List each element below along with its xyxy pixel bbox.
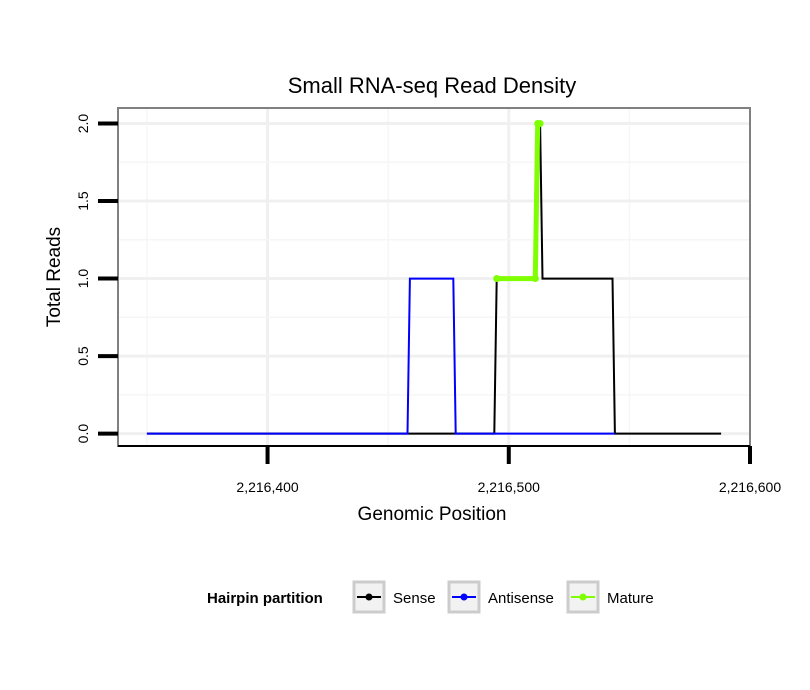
x-tick-label: 2,216,500 bbox=[478, 479, 540, 495]
legend-item-mature: Mature bbox=[566, 580, 654, 614]
x-tick-label: 2,216,400 bbox=[236, 479, 298, 495]
legend: Hairpin partition Sense Antisense Mature bbox=[207, 580, 654, 614]
plot-panel bbox=[118, 108, 750, 446]
mature-point bbox=[493, 275, 501, 283]
y-tick-label: 1.5 bbox=[75, 191, 91, 211]
y-tick-label: 0.5 bbox=[75, 346, 91, 366]
legend-key-point bbox=[579, 593, 587, 601]
legend-item-sense: Sense bbox=[352, 580, 436, 614]
legend-label: Antisense bbox=[488, 590, 554, 607]
legend-key-point bbox=[365, 593, 373, 601]
x-tick-label: 2,216,600 bbox=[719, 479, 781, 495]
chart-title: Small RNA-seq Read Density bbox=[288, 73, 577, 98]
series-lines bbox=[146, 120, 722, 435]
legend-label: Mature bbox=[607, 590, 654, 607]
legend-key-point bbox=[460, 593, 468, 601]
axes: 2,216,400 2,216,500 2,216,600 0.0 0.5 1.0 1.5 2… bbox=[75, 114, 781, 495]
y-axis-label: Total Reads bbox=[44, 227, 65, 327]
y-tick-label: 1.0 bbox=[75, 269, 91, 289]
legend-item-antisense: Antisense bbox=[447, 580, 554, 614]
x-axis-label: Genomic Position bbox=[358, 504, 507, 525]
series-line-antisense bbox=[146, 277, 615, 435]
y-tick-label: 2.0 bbox=[75, 114, 91, 134]
y-tick-label: 0.0 bbox=[75, 424, 91, 444]
legend-title: Hairpin partition bbox=[207, 590, 323, 607]
legend-label: Sense bbox=[393, 590, 436, 607]
mature-point bbox=[536, 120, 544, 128]
mature-point bbox=[531, 275, 539, 283]
